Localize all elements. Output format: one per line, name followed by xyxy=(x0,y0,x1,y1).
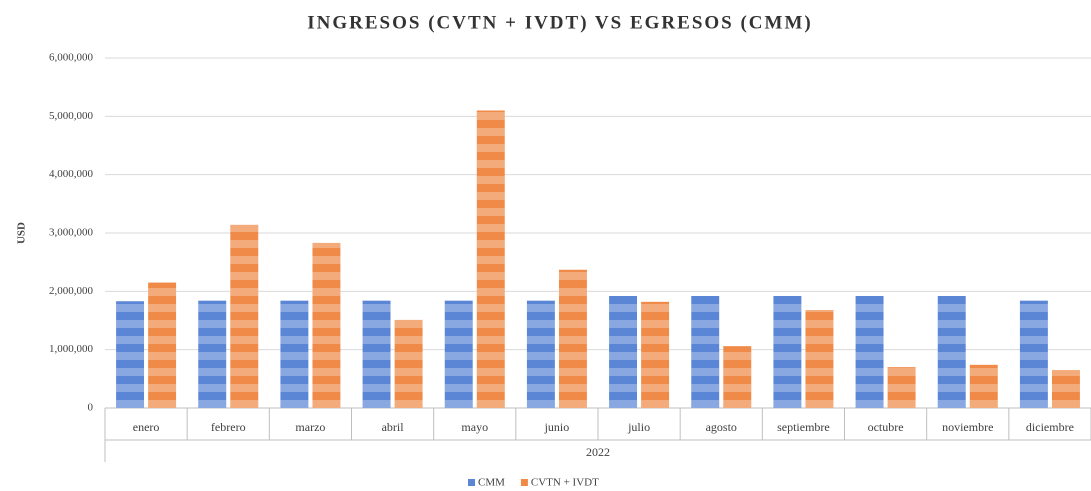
bar-stripes xyxy=(641,301,670,408)
y-tick-label: 6,000,000 xyxy=(49,52,94,64)
bar-stripes xyxy=(1019,300,1048,408)
y-tick-label: 3,000,000 xyxy=(49,227,94,239)
x-tick-label: septiembre xyxy=(777,420,830,434)
x-group-label: 2022 xyxy=(586,445,610,459)
bar-stripes xyxy=(444,300,473,408)
x-tick-label: noviembre xyxy=(942,420,993,434)
y-tick-label: 2,000,000 xyxy=(49,285,94,297)
bar-stripes xyxy=(230,224,259,408)
x-tick-label: abril xyxy=(382,420,405,434)
bar-stripes xyxy=(312,242,341,408)
bar-stripes xyxy=(198,300,227,408)
y-tick-label: 4,000,000 xyxy=(49,168,94,180)
y-axis-label: USD xyxy=(16,222,28,244)
bar-stripes xyxy=(148,282,177,408)
y-tick-label: 0 xyxy=(88,402,94,414)
bar-stripes xyxy=(558,269,587,408)
x-tick-label: mayo xyxy=(461,420,488,434)
x-tick-label: febrero xyxy=(211,420,246,434)
bar-stripes xyxy=(805,310,834,408)
x-tick-label: junio xyxy=(544,420,570,434)
bar-stripes xyxy=(1051,370,1080,408)
y-tick-label: 1,000,000 xyxy=(49,343,94,355)
legend-swatch xyxy=(468,479,475,486)
x-tick-label: diciembre xyxy=(1026,420,1074,434)
bar-stripes xyxy=(887,367,916,408)
bar-stripes xyxy=(116,301,145,408)
x-tick-label: enero xyxy=(133,420,160,434)
x-tick-label: marzo xyxy=(295,420,325,434)
bar-stripes xyxy=(969,364,998,408)
bar-stripes xyxy=(691,296,720,408)
legend-label: CVTN + IVDT xyxy=(531,477,599,489)
bar-stripes xyxy=(362,300,391,408)
x-tick-label: octubre xyxy=(868,420,904,434)
bar-stripes xyxy=(609,296,638,408)
x-tick-label: agosto xyxy=(706,420,737,434)
bar-stripes xyxy=(526,300,555,408)
bar-stripes xyxy=(280,300,309,408)
x-tick-label: julio xyxy=(627,420,650,434)
bar-stripes xyxy=(773,296,802,408)
bar-stripes xyxy=(476,110,505,408)
bar-stripes xyxy=(723,346,752,408)
chart-title: INGRESOS (CVTN + IVDT) VS EGRESOS (CMM) xyxy=(307,12,812,33)
bar-stripes xyxy=(937,296,966,408)
bar-stripes xyxy=(855,296,884,408)
legend-swatch xyxy=(520,479,528,486)
bar-stripes xyxy=(394,319,423,408)
legend-label: CMM xyxy=(478,477,505,489)
y-tick-label: 5,000,000 xyxy=(49,110,94,122)
